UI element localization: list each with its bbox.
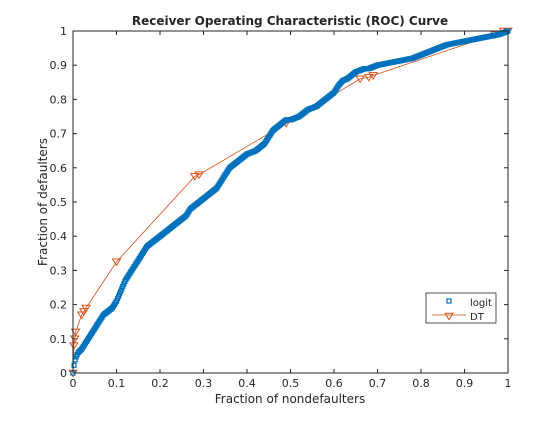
x-tick-label: 0.5 bbox=[282, 377, 300, 390]
legend-dt-triangle bbox=[444, 312, 454, 321]
series-logit bbox=[70, 28, 511, 376]
x-tick-label: 0.3 bbox=[195, 377, 213, 390]
legend-logit-marker bbox=[446, 298, 452, 304]
x-tick-label: 0.6 bbox=[325, 377, 343, 390]
logit-point bbox=[71, 362, 77, 368]
legend-logit-square bbox=[446, 298, 452, 304]
x-tick-labels: 0 0.1 0.2 0.3 0.4 0.5 0.6 0.7 0.8 0.9 1 bbox=[70, 377, 512, 390]
dt-point bbox=[68, 342, 79, 351]
y-tick-label: 1 bbox=[60, 25, 67, 38]
dt-point bbox=[70, 328, 81, 337]
y-tick-label: 0.6 bbox=[50, 162, 68, 175]
dt-point bbox=[368, 72, 379, 81]
x-tick-label: 0.4 bbox=[238, 377, 256, 390]
series-dt bbox=[68, 27, 513, 378]
x-tick-label: 0.7 bbox=[369, 377, 387, 390]
dt-point bbox=[111, 258, 122, 267]
legend-logit-label: logit bbox=[470, 298, 492, 309]
y-tick-label: 0.5 bbox=[50, 196, 68, 209]
x-axis-label: Fraction of nondefaulters bbox=[215, 392, 365, 406]
legend-dt-marker bbox=[432, 312, 466, 321]
y-axis-label: Fraction of defaulters bbox=[36, 138, 50, 266]
legend: logit DT bbox=[425, 292, 497, 324]
x-tick-label: 0 bbox=[70, 377, 77, 390]
y-tick-label: 0.1 bbox=[50, 333, 68, 346]
x-tick-label: 0.9 bbox=[456, 377, 474, 390]
y-tick-label: 0.7 bbox=[50, 128, 68, 141]
y-tick-label: 0 bbox=[60, 367, 67, 380]
dt-point bbox=[355, 75, 366, 84]
y-tick-label: 0.3 bbox=[50, 264, 68, 277]
dt-point bbox=[194, 171, 205, 180]
y-tick-label: 0.8 bbox=[50, 93, 68, 106]
plot-frame bbox=[72, 30, 509, 374]
dt-point bbox=[189, 173, 200, 181]
dt-point bbox=[81, 304, 91, 313]
x-tick-label: 0.1 bbox=[108, 377, 126, 390]
x-tick-label: 0.8 bbox=[412, 377, 430, 390]
y-tick-labels: 0 0.1 0.2 0.3 0.4 0.5 0.6 0.7 0.8 0.9 1 bbox=[50, 25, 68, 380]
dt-point bbox=[363, 73, 374, 82]
y-tick-label: 0.9 bbox=[50, 59, 68, 72]
x-tick-label: 1 bbox=[505, 377, 512, 390]
legend-dt-label: DT bbox=[470, 312, 485, 323]
y-tick-label: 0.2 bbox=[50, 299, 68, 312]
x-tick-label: 0.2 bbox=[151, 377, 169, 390]
y-tick-label: 0.4 bbox=[50, 230, 68, 243]
chart-title: Receiver Operating Characteristic (ROC) … bbox=[132, 14, 448, 28]
legend-box bbox=[425, 292, 497, 324]
